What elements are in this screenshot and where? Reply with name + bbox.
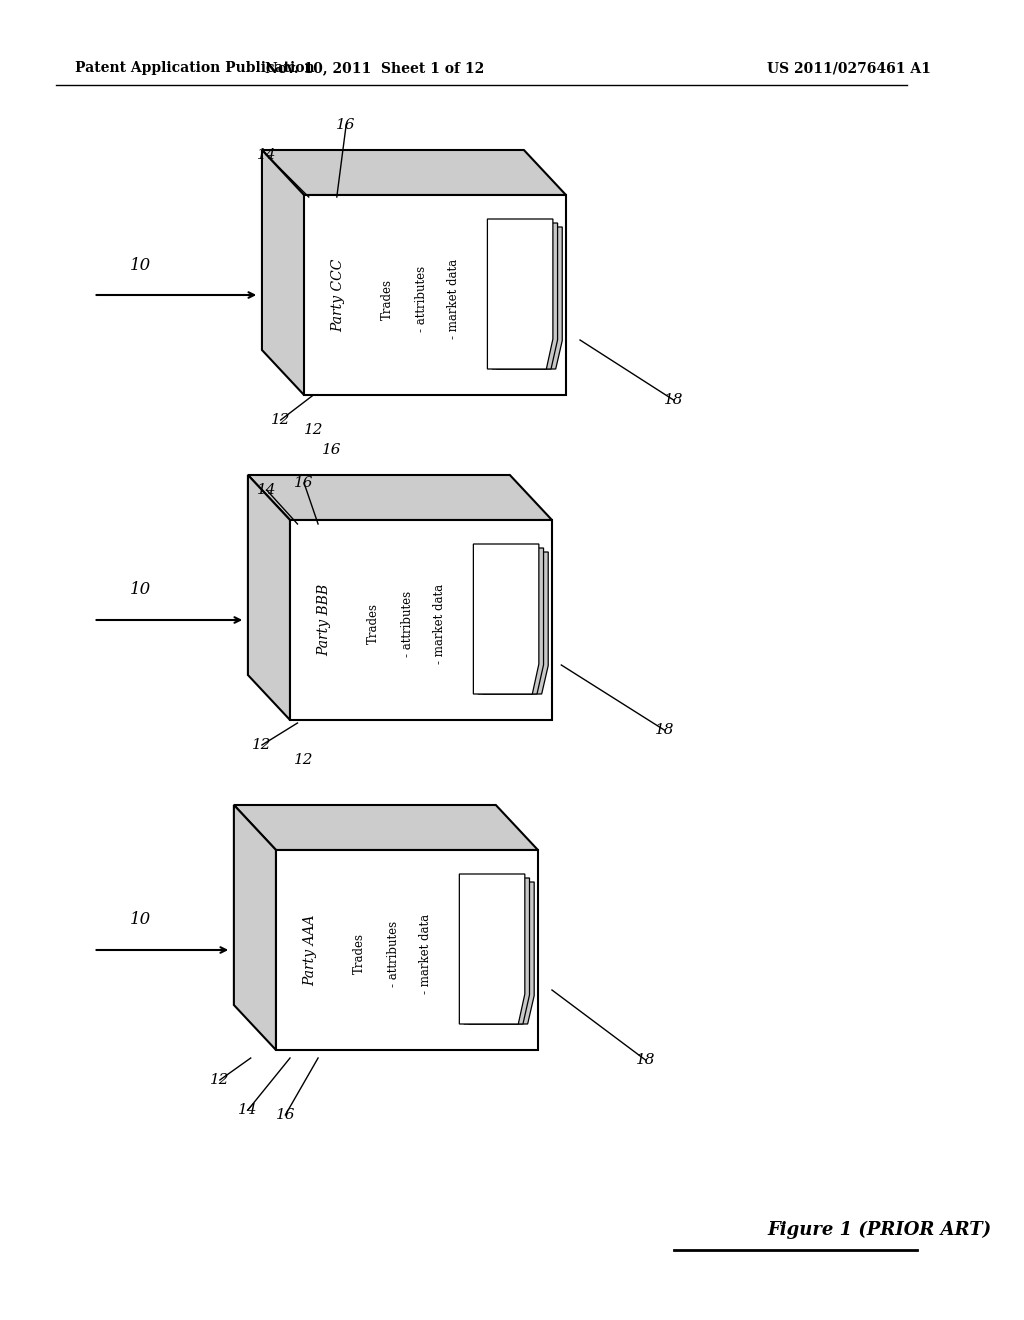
Text: Party CCC: Party CCC: [331, 259, 345, 331]
Text: Trades: Trades: [353, 933, 367, 974]
Text: 18: 18: [654, 723, 674, 737]
Text: 12: 12: [252, 738, 271, 752]
Text: Figure 1 (PRIOR ART): Figure 1 (PRIOR ART): [767, 1221, 991, 1239]
Polygon shape: [262, 150, 566, 195]
Text: 16: 16: [337, 117, 356, 132]
Text: - attributes: - attributes: [387, 921, 400, 987]
Text: Party AAA: Party AAA: [303, 915, 317, 986]
Text: 14: 14: [257, 483, 276, 498]
Polygon shape: [460, 874, 525, 1024]
Polygon shape: [233, 805, 538, 850]
Text: 16: 16: [294, 477, 313, 490]
Polygon shape: [478, 548, 544, 694]
Polygon shape: [233, 805, 276, 1049]
Polygon shape: [464, 878, 529, 1024]
Polygon shape: [262, 150, 304, 395]
Text: - market data: - market data: [419, 913, 432, 994]
Text: 18: 18: [664, 393, 683, 407]
Text: Trades: Trades: [381, 279, 394, 319]
Text: 10: 10: [130, 912, 151, 928]
Text: - attributes: - attributes: [416, 265, 428, 333]
Text: 10: 10: [130, 256, 151, 273]
Text: 16: 16: [323, 444, 342, 457]
Text: 14: 14: [257, 148, 276, 162]
Polygon shape: [473, 544, 539, 694]
Polygon shape: [482, 552, 548, 694]
Polygon shape: [248, 475, 552, 520]
Bar: [304, 195, 566, 395]
Text: 18: 18: [636, 1053, 655, 1067]
Text: - attributes: - attributes: [401, 591, 415, 657]
Bar: [290, 520, 552, 719]
Text: - market data: - market data: [446, 259, 460, 339]
Text: 14: 14: [239, 1104, 258, 1117]
Text: 12: 12: [294, 752, 313, 767]
Bar: [276, 850, 538, 1049]
Text: 12: 12: [210, 1073, 229, 1086]
Polygon shape: [248, 475, 290, 719]
Text: 16: 16: [275, 1107, 295, 1122]
Polygon shape: [493, 223, 558, 370]
Text: Party BBB: Party BBB: [317, 583, 331, 656]
Polygon shape: [487, 219, 553, 370]
Text: 12: 12: [304, 422, 324, 437]
Text: - market data: - market data: [433, 583, 445, 664]
Text: 10: 10: [130, 582, 151, 598]
Text: Trades: Trades: [368, 603, 380, 644]
Polygon shape: [497, 227, 562, 370]
Text: Patent Application Publication: Patent Application Publication: [75, 61, 314, 75]
Polygon shape: [469, 882, 535, 1024]
Text: US 2011/0276461 A1: US 2011/0276461 A1: [767, 61, 931, 75]
Text: Nov. 10, 2011  Sheet 1 of 12: Nov. 10, 2011 Sheet 1 of 12: [264, 61, 483, 75]
Text: 12: 12: [271, 413, 291, 426]
